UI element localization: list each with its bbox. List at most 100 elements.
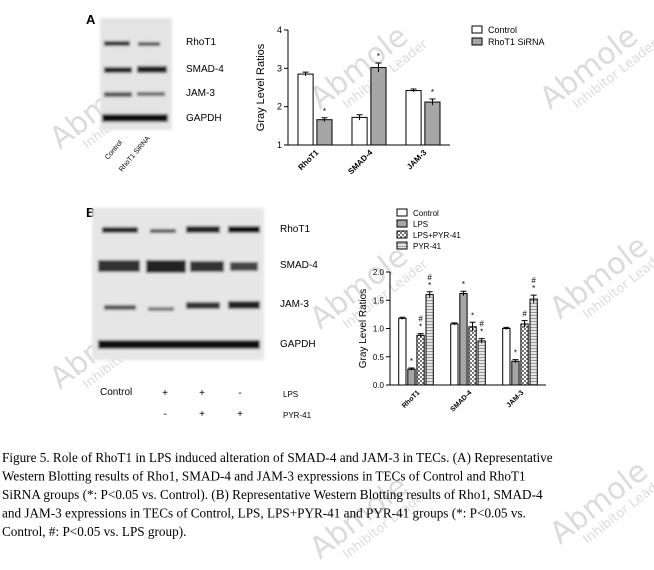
legend-label: LPS: [413, 220, 428, 229]
error-bar: [417, 333, 424, 337]
y-tick-label: 0.5: [373, 353, 385, 362]
bar: [450, 323, 459, 386]
band-label: RhoT1: [280, 224, 310, 235]
bar: [297, 73, 314, 146]
legend-label: Control: [413, 209, 439, 218]
error-bar: [503, 326, 510, 330]
blot-a: [100, 18, 172, 130]
blot-b: [92, 208, 264, 360]
bar: [398, 317, 407, 386]
bar: [477, 340, 486, 386]
y-tick-label: 0.0: [373, 381, 385, 390]
significance-mark: #: [479, 320, 484, 329]
significance-mark: *: [410, 357, 413, 366]
x-tick-label: RhoT1: [401, 389, 421, 409]
error-bar: [512, 359, 519, 363]
error-bar: [460, 290, 467, 296]
y-tick-label: 2: [277, 102, 282, 112]
bar: [459, 292, 468, 386]
legend-swatch: [396, 230, 408, 239]
error-bar: [375, 62, 382, 73]
bar: [511, 360, 520, 386]
error-bar: [399, 316, 406, 320]
error-bar: [469, 321, 476, 332]
caption-line: Control, #: P<0.05 vs. LPS group).: [2, 524, 186, 539]
x-tick-label: SMAD-4: [449, 389, 473, 413]
x-tick-label: RhoT1: [296, 148, 320, 172]
band-label: RhoT1: [186, 37, 216, 48]
y-tick-label: 3: [277, 63, 282, 73]
bar: [502, 328, 511, 386]
y-tick-label: 1.5: [373, 296, 385, 305]
band-label: GAPDH: [186, 113, 222, 124]
significance-mark: *: [480, 328, 483, 337]
x-tick-label: JAM-3: [506, 389, 526, 409]
bar: [468, 326, 477, 386]
error-bar: [429, 98, 436, 106]
y-tick-label: 1.0: [373, 325, 385, 334]
error-bar: [321, 117, 328, 122]
x-tick-label: SMAD-4: [346, 148, 374, 176]
x-tick-label: JAM-3: [405, 148, 429, 172]
panel-letter: B: [86, 205, 95, 220]
error-bar: [408, 367, 415, 371]
legend-swatch: [396, 241, 408, 250]
lane-mark: +: [237, 409, 243, 420]
lane-mark: -: [238, 388, 241, 399]
y-axis-label: Gray Level Ratios: [358, 289, 369, 368]
caption-line: and JAM-3 expressions in TECs of Control…: [2, 506, 526, 521]
error-bar: [410, 88, 417, 93]
significance-mark: *: [323, 107, 326, 116]
error-bar: [451, 322, 458, 326]
significance-mark: #: [427, 273, 432, 282]
error-bar: [521, 320, 528, 328]
error-bar: [530, 294, 537, 304]
lane-mark: +: [199, 409, 205, 420]
lane-mark: +: [199, 388, 205, 399]
significance-mark: #: [522, 310, 527, 319]
panel-letter: A: [86, 12, 96, 27]
row-label: LPS: [283, 390, 298, 399]
bar: [316, 119, 333, 146]
lane-mark: -: [163, 409, 166, 420]
band-label: SMAD-4: [280, 260, 318, 271]
bar: [405, 90, 422, 146]
significance-mark: *: [462, 280, 465, 289]
significance-mark: *: [419, 323, 422, 332]
significance-mark: *: [428, 281, 431, 290]
error-bar: [426, 291, 433, 298]
bar: [416, 334, 425, 386]
lane-label: Control: [100, 387, 132, 398]
significance-mark: #: [531, 276, 536, 285]
lane-label: Control: [104, 139, 124, 161]
bar: [529, 298, 538, 386]
legend-swatch: [471, 25, 483, 34]
bar: [425, 294, 434, 386]
bar: [370, 67, 387, 146]
error-bar: [478, 338, 485, 344]
caption-line: Western Blotting results of Rho1, SMAD-4…: [2, 469, 526, 484]
caption-line: SiRNA groups (*: P<0.05 vs. Control). (B…: [2, 487, 543, 502]
band-label: JAM-3: [186, 88, 215, 99]
lane-label: RhoT1 SiRNA: [118, 135, 152, 173]
bar: [351, 116, 368, 146]
legend-label: Control: [488, 25, 517, 35]
row-label: PYR-41: [283, 411, 312, 420]
legend-label: PYR-41: [413, 242, 442, 251]
band-label: SMAD-4: [186, 64, 224, 75]
legend-label: LPS+PYR-41: [413, 231, 461, 240]
bar: [424, 101, 441, 146]
significance-mark: *: [514, 349, 517, 358]
legend-swatch: [396, 219, 408, 228]
y-tick-label: 1: [277, 140, 282, 150]
y-tick-label: 2.0: [373, 268, 385, 277]
y-axis-label: Gray Level Ratios: [255, 43, 267, 131]
error-bar: [356, 114, 363, 121]
significance-mark: *: [431, 88, 434, 97]
y-tick-label: 4: [277, 25, 282, 35]
legend-swatch: [396, 208, 408, 217]
